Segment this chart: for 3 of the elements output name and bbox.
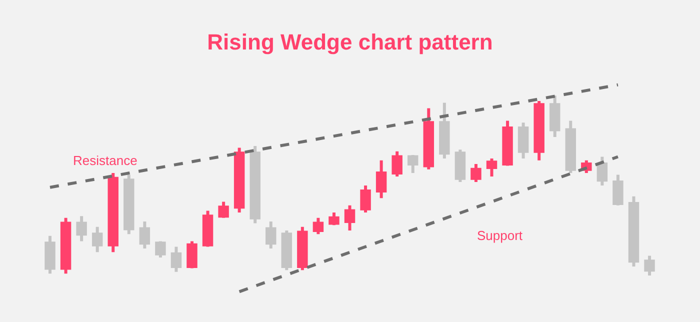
annotation: Support — [477, 228, 523, 243]
annotation: Resistance — [73, 153, 138, 168]
chart-title: Rising Wedge chart pattern — [207, 30, 493, 55]
